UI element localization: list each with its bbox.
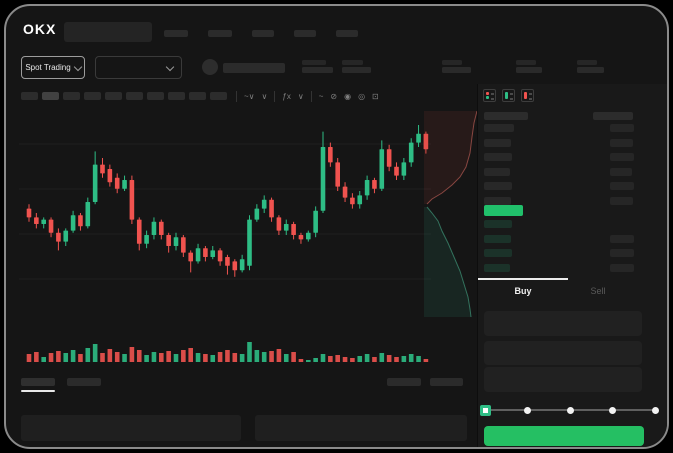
bottom-tab-underline (21, 390, 55, 392)
chevron-down-icon[interactable]: ∨ (261, 91, 268, 101)
chevron-down-icon (165, 62, 175, 71)
ask-amount-skeleton (610, 153, 634, 161)
ask-price-skeleton (484, 196, 511, 205)
tab-buy[interactable]: Buy (514, 286, 532, 296)
toolbar-divider (310, 90, 312, 102)
amount-input-skeleton[interactable] (484, 341, 642, 365)
stat-skeleton (442, 60, 462, 65)
buy-submit-button[interactable] (484, 426, 644, 446)
stat-skeleton (342, 60, 363, 65)
ask-price-skeleton (484, 153, 512, 161)
nav-item-skeleton[interactable] (294, 30, 316, 37)
last-price-highlight (484, 205, 523, 216)
orders-row-skeleton (21, 415, 241, 441)
nav-item-skeleton[interactable] (252, 30, 274, 37)
market-type-selector[interactable]: Spot Trading (21, 56, 85, 79)
ask-price-skeleton (484, 182, 512, 190)
ask-amount-skeleton (610, 138, 633, 147)
book-combined-icon[interactable] (483, 89, 496, 102)
ob-header-price-skeleton (484, 112, 528, 120)
stat-skeleton (342, 67, 371, 73)
bottom-tab[interactable] (67, 378, 101, 386)
stat-skeleton (442, 67, 471, 73)
timeframe-button[interactable] (42, 92, 59, 100)
slider-stop-dot[interactable] (566, 407, 574, 414)
orders-row-skeleton (255, 415, 467, 441)
timeframe-button[interactable] (21, 92, 38, 100)
chevron-down-icon[interactable]: ∨ (297, 91, 304, 101)
candlestick-chart[interactable] (19, 106, 431, 336)
bid-price-skeleton (484, 234, 511, 243)
stat-skeleton (302, 60, 326, 65)
timeframe-button[interactable] (168, 92, 185, 100)
device-frame: OKX Spot Trading ~∨ ∨ ƒx ∨ ~ ⊘ ◉ ◎ ⊡ Buy Sell (4, 4, 669, 449)
buy-tab-indicator (478, 278, 568, 280)
chevron-down-icon (73, 62, 82, 71)
indicators-icon[interactable]: ƒx (282, 91, 291, 101)
stat-skeleton (516, 60, 536, 65)
slider-stop-dot[interactable] (651, 407, 659, 414)
chart-toolbar-icons: ~∨ ∨ ƒx ∨ ~ ⊘ ◉ ◎ ⊡ (236, 90, 379, 102)
bid-price-skeleton (484, 220, 512, 228)
bid-price-skeleton (484, 263, 510, 272)
settings-icon[interactable]: ◎ (358, 91, 366, 101)
timeframe-button[interactable] (147, 92, 164, 100)
timeframe-button[interactable] (126, 92, 143, 100)
bottom-action-skeleton[interactable] (387, 378, 421, 386)
ask-price-skeleton (484, 138, 511, 147)
ask-amount-skeleton (610, 167, 632, 176)
timeframe-button[interactable] (63, 92, 80, 100)
bottom-action-skeleton[interactable] (430, 378, 463, 386)
bottom-tab-active[interactable] (21, 378, 55, 386)
book-asks-icon[interactable] (521, 89, 534, 102)
slider-stop-dot[interactable] (609, 407, 616, 414)
ask-price-skeleton (484, 167, 510, 176)
pair-dropdown[interactable] (95, 56, 182, 79)
toolbar-divider (236, 90, 237, 102)
ask-amount-skeleton (610, 196, 633, 205)
stat-skeleton (577, 67, 604, 73)
stat-skeleton (577, 60, 597, 65)
timeframe-button[interactable] (189, 92, 206, 100)
orderbook-view-toggles (483, 89, 534, 102)
timeframe-button[interactable] (210, 92, 227, 100)
stat-skeleton (302, 67, 333, 73)
depth-profile (424, 110, 477, 318)
ask-price-skeleton (484, 124, 514, 132)
chart-type-icon[interactable]: ~∨ (244, 91, 255, 101)
pair-name-skeleton (223, 63, 285, 73)
trading-app: OKX Spot Trading ~∨ ∨ ƒx ∨ ~ ⊘ ◉ ◎ ⊡ Buy Sell (6, 6, 667, 447)
market-type-label: Spot Trading (25, 63, 71, 72)
camera-icon[interactable]: ◉ (344, 91, 352, 101)
okx-logo[interactable]: OKX (23, 21, 57, 37)
bid-amount-skeleton (610, 249, 634, 257)
ask-amount-skeleton (610, 124, 634, 132)
total-input-skeleton[interactable] (484, 367, 642, 392)
timeframe-button[interactable] (84, 92, 101, 100)
orderbook-trade-panel: Buy Sell (477, 84, 667, 447)
price-input-skeleton[interactable] (484, 311, 642, 336)
ob-header-amount-skeleton (593, 112, 633, 120)
drawing-tools-icon[interactable]: ⊘ (330, 91, 338, 101)
nav-item-skeleton[interactable] (336, 30, 358, 37)
coin-avatar (202, 59, 218, 75)
stat-skeleton (516, 67, 542, 73)
top-nav (164, 30, 358, 38)
nav-item-skeleton[interactable] (208, 30, 232, 37)
book-bids-icon[interactable] (502, 89, 515, 102)
bid-amount-skeleton (610, 263, 634, 272)
volume-chart (26, 342, 429, 362)
slider-stop-dot[interactable] (524, 407, 531, 414)
ask-amount-skeleton (610, 182, 634, 190)
bid-price-skeleton (484, 249, 512, 257)
tab-sell[interactable]: Sell (590, 286, 606, 296)
compare-icon[interactable]: ~ (318, 91, 324, 101)
bid-amount-skeleton (610, 234, 634, 243)
toolbar-divider (274, 90, 276, 102)
nav-item-skeleton[interactable] (164, 30, 188, 37)
fullscreen-icon[interactable]: ⊡ (372, 91, 379, 101)
search-input[interactable] (64, 22, 152, 42)
slider-handle[interactable] (480, 405, 491, 416)
timeframe-button[interactable] (105, 92, 122, 100)
